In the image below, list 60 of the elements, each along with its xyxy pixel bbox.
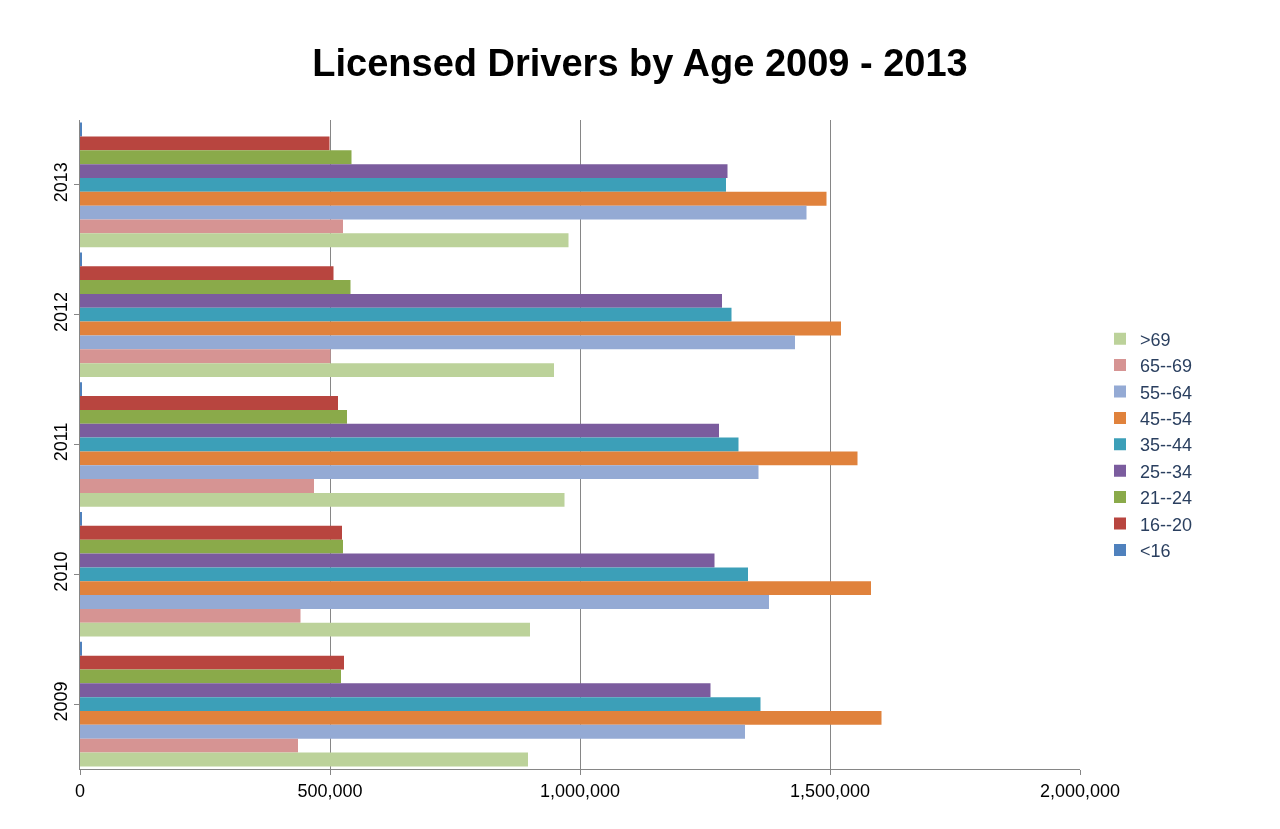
y-tick-label: 2011	[50, 422, 71, 462]
x-tick-label: 500,000	[297, 780, 363, 801]
x-tick-label: 0	[74, 780, 86, 801]
y-tick-label: 2010	[50, 551, 71, 592]
legend-label: 35--44	[1140, 435, 1193, 456]
bar	[80, 266, 334, 281]
bar	[80, 595, 769, 609]
bar	[80, 363, 554, 377]
y-tick-label: 2013	[50, 162, 71, 203]
bar	[80, 409, 347, 424]
legend-label: 65--69	[1140, 356, 1193, 377]
bar	[80, 177, 726, 192]
bar	[80, 219, 343, 234]
bar	[80, 539, 343, 554]
bar	[80, 335, 795, 350]
legend-label: 25--34	[1140, 461, 1193, 482]
bar	[80, 349, 331, 364]
bar	[80, 581, 871, 596]
bar	[80, 525, 342, 540]
legend-label: >69	[1140, 329, 1171, 350]
legend-label: 55--64	[1140, 382, 1193, 403]
legend-label: 21--24	[1140, 488, 1193, 509]
bar	[80, 479, 314, 493]
legend-label: 45--54	[1140, 408, 1193, 429]
bar	[80, 423, 719, 438]
bar	[80, 738, 298, 753]
x-tick-label: 1,000,000	[539, 780, 621, 801]
bar	[80, 205, 807, 220]
y-tick-label: 2012	[50, 291, 71, 333]
bar	[80, 321, 841, 336]
bar	[80, 293, 722, 308]
bar	[80, 136, 330, 151]
bar	[80, 724, 745, 739]
bar	[80, 567, 748, 582]
bar	[80, 711, 882, 725]
bar	[80, 608, 301, 623]
bar	[80, 669, 341, 684]
bar	[80, 451, 858, 466]
chart-title: Licensed Drivers by Age 2009 - 2013	[312, 42, 968, 85]
bar	[80, 697, 761, 712]
bar	[80, 622, 530, 637]
bar	[80, 553, 715, 568]
bar	[80, 752, 528, 767]
legend-label: 16--20	[1140, 514, 1193, 535]
bar	[80, 465, 759, 480]
bar	[80, 307, 732, 322]
bar	[80, 396, 338, 410]
y-tick-label: 2009	[50, 681, 71, 722]
bar	[80, 191, 827, 206]
bar	[80, 683, 711, 698]
bar	[80, 437, 739, 452]
bar	[80, 655, 344, 670]
bar	[80, 233, 569, 248]
bar	[80, 280, 351, 294]
legend-label: <16	[1140, 540, 1171, 561]
bar	[80, 492, 565, 507]
bar	[80, 150, 352, 165]
bar	[80, 164, 728, 178]
x-tick-label: 1,500,000	[789, 780, 871, 801]
x-tick-label: 2,000,000	[1039, 780, 1121, 801]
